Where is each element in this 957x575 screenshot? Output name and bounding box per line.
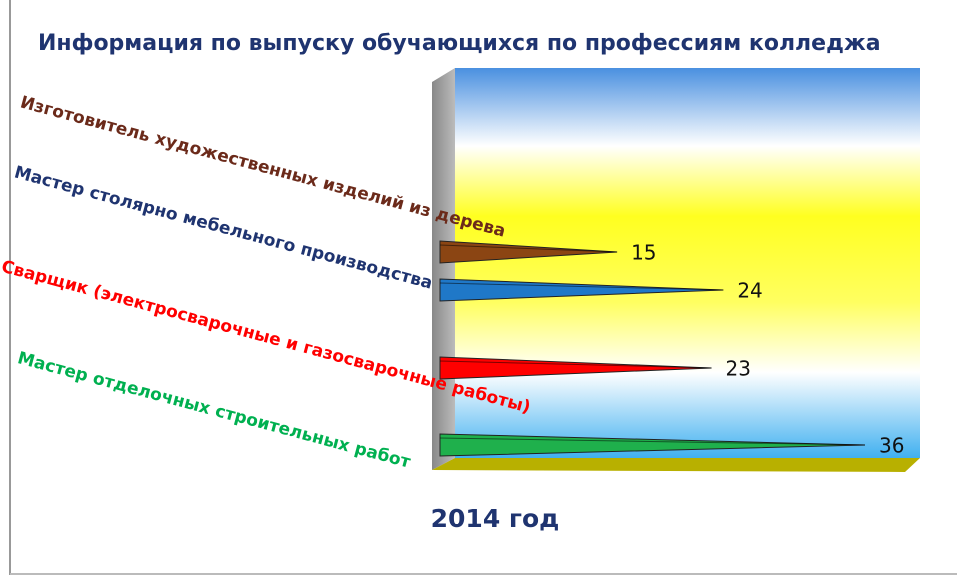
data-label: 23 <box>726 357 751 381</box>
bar-highlight <box>439 282 724 291</box>
bar-highlight <box>439 244 618 253</box>
bar-highlight <box>439 437 866 446</box>
data-label: 36 <box>879 434 904 458</box>
plot-back-wall <box>455 68 920 458</box>
plot-floor <box>432 458 920 472</box>
plot-side-wall <box>432 68 455 470</box>
x-axis-label: 2014 год <box>431 504 560 533</box>
data-label: 15 <box>631 241 656 265</box>
chart-title: Информация по выпуску обучающихся по про… <box>38 31 881 56</box>
data-label: 24 <box>737 279 762 303</box>
bar-highlight <box>439 360 712 369</box>
